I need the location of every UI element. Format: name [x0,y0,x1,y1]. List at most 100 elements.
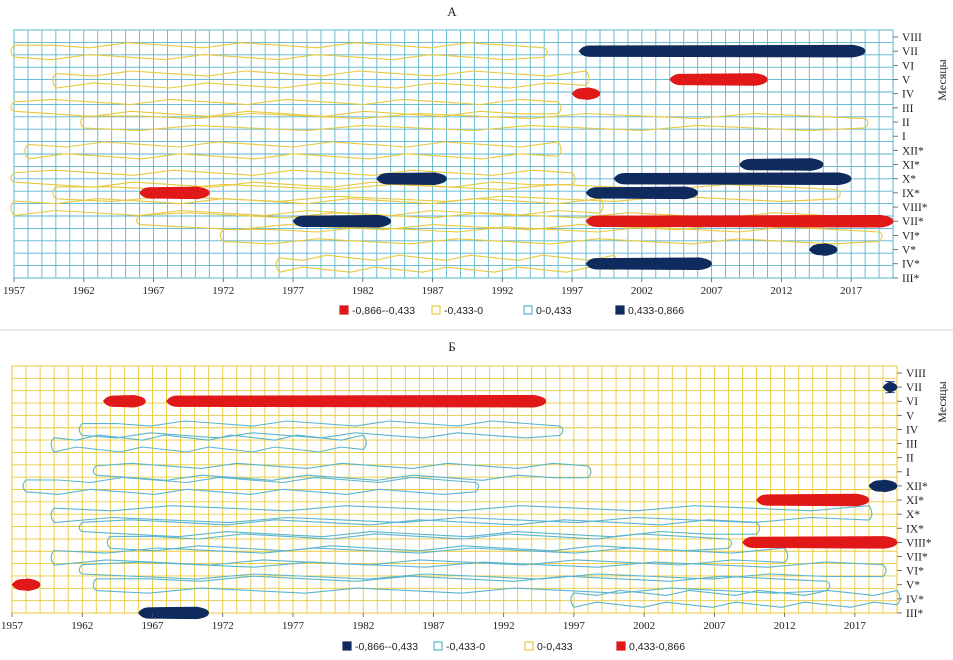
legend-swatch [342,641,352,651]
region-viiis [742,536,898,549]
x-tick-label: 1987 [422,285,445,297]
x-tick-label: 1967 [143,285,166,297]
region-iiis [138,606,209,620]
x-tick-label: 1982 [352,620,374,632]
contour-band [50,547,789,566]
legend-label: -0,433-0 [444,305,483,317]
y-tick-label: VI* [902,230,920,242]
region-xis [739,158,824,171]
x-tick-label: 2007 [701,285,724,297]
y-tick-label: X* [906,509,920,521]
contour-band [78,519,761,538]
y-tick-label: V [906,410,915,422]
x-tick-label: 2002 [633,620,655,632]
contour-band [50,505,873,524]
y-tick-label: VIII [906,368,926,380]
contour-band [24,141,562,160]
y-tick-label: III* [902,273,919,285]
legend-label: -0,866--0,433 [352,305,415,317]
x-tick-label: 1987 [422,620,445,632]
panel-b-y-axis-label: Месяцы [935,381,949,422]
contour-band [80,112,869,132]
y-tick-label: II [902,117,910,129]
grid [11,366,898,613]
contour-lines [10,42,883,273]
x-tick-label: 1997 [563,620,586,632]
y-tick-label: III [906,439,918,451]
y-tick-label: VIII [902,32,922,44]
contour-band [10,42,548,61]
legend-swatch [431,305,441,315]
region-vii [578,44,866,58]
region-ixs [585,186,698,200]
y-tick-label: IX* [906,523,924,535]
contour-band [219,226,883,245]
legend-swatch [524,641,534,651]
region-iv [571,87,601,100]
region-ivs [585,257,712,270]
y-tick-label: VI [902,60,914,72]
legend-label: -0,433-0 [446,641,485,653]
x-tick-label: 1992 [491,285,513,297]
panel-a: А 1957 1962 1967 1972 1977 1982 1987 1992 1997 20… [3,4,949,317]
y-tick-label: VII* [902,216,924,228]
y-tick-label: III [902,103,914,115]
x-tick-label: 2017 [840,285,863,297]
y-tick-label: X* [902,174,916,186]
y-tick-label: IV* [902,259,920,271]
region-xs [613,172,852,185]
legend-swatch [523,305,533,315]
panel-a-x-ticks: 1957 1962 1967 1972 1977 1982 1987 1992 1997 2002… [3,278,863,297]
contour-band [106,533,732,552]
x-tick-label: 1982 [352,285,374,297]
contour-band [22,476,480,495]
legend-swatch [615,305,625,315]
x-tick-label: 2012 [770,285,792,297]
region-xis [756,493,870,507]
y-tick-label: V [902,75,911,87]
x-tick-label: 2007 [703,620,726,632]
x-tick-label: 1992 [493,620,515,632]
y-tick-label: V* [902,245,916,257]
y-tick-label: I [906,467,910,479]
y-tick-label: VIII* [902,202,928,214]
region-vi [102,395,146,408]
panel-a-title: А [447,4,457,19]
contour-band [50,434,367,453]
y-tick-label: VII [906,382,922,394]
y-tick-label: IV* [906,594,924,606]
y-tick-label: XII* [906,481,928,493]
contour-band [78,420,564,439]
y-tick-label: IX* [902,188,920,200]
panel-b-x-ticks: 1957 1962 1967 1972 1977 1982 1987 1992 1997 2002… [1,613,866,632]
contour-band [78,561,887,580]
region-vs [808,243,838,256]
y-tick-label: XI* [902,160,920,172]
region-vi [166,395,547,408]
significant-regions [11,380,898,620]
x-tick-label: 1957 [1,620,24,632]
legend-label: 0,433-0,866 [628,305,684,317]
legend-swatch [433,641,443,651]
y-tick-label: VI* [906,566,924,578]
y-tick-label: VII [902,46,918,58]
legend-label: 0-0,433 [536,305,572,317]
legend-swatch [339,305,349,315]
region-xs [376,172,447,185]
contour-band [52,183,841,202]
contour-lines [22,420,901,608]
x-tick-label: 1957 [3,285,26,297]
panel-b-y-ticks: VIIIVIIVIVIVIIIIIIXII*XI*X*IX*VIII*VII*V… [897,368,932,620]
panel-a-legend: -0,866--0,433 -0,433-0 0-0,433 0,433-0,866 [339,305,684,317]
x-tick-label: 1977 [282,620,305,632]
panel-b-legend: -0,866--0,433 -0,433-0 0-0,433 0,433-0,866 [342,641,685,653]
region-vs [11,578,41,591]
y-tick-label: VI [906,396,918,408]
x-tick-label: 1977 [282,285,305,297]
contour-band [52,70,590,89]
x-tick-label: 2017 [844,620,867,632]
contour-band [10,198,604,217]
y-tick-label: V* [906,580,920,592]
region-ixs [139,186,210,200]
